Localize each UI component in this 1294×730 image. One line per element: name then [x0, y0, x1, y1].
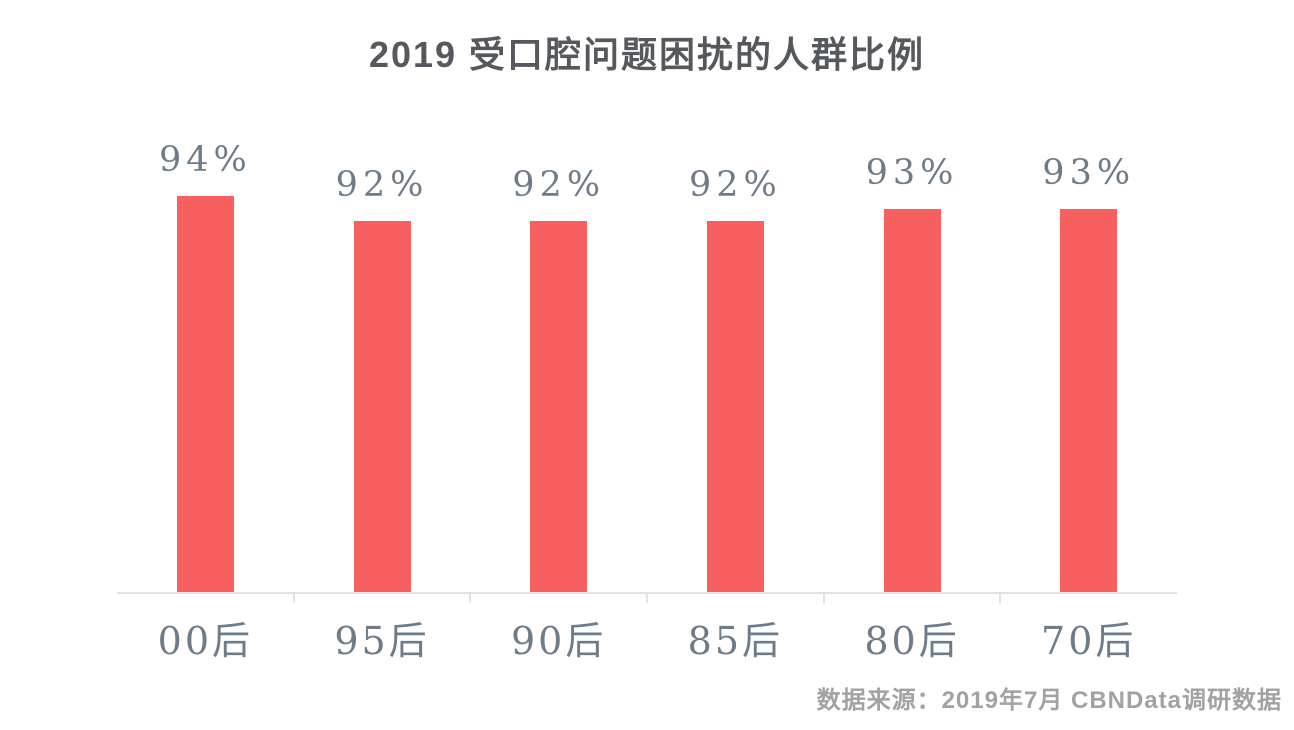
- x-axis-tick: [292, 594, 295, 603]
- category-label: 95后: [334, 619, 430, 663]
- category-label: 90后: [511, 619, 607, 663]
- x-axis-tick: [646, 594, 648, 603]
- x-axis-tick: [822, 594, 825, 603]
- bar: [706, 220, 764, 592]
- bar-value-label: 92%: [512, 164, 606, 205]
- bar-value-label: 92%: [335, 164, 429, 205]
- bar-column: 94%: [117, 122, 294, 592]
- x-axis-line: [117, 592, 1177, 603]
- category-axis: 00后 95后 90后 85后 80后 70后: [117, 610, 1177, 665]
- bar-value-label: 93%: [865, 152, 959, 193]
- bar-column: 93%: [824, 122, 1001, 592]
- source-note: 数据来源：2019年7月 CBNData调研数据: [816, 687, 1282, 714]
- bar: [530, 220, 588, 592]
- bar: [353, 220, 411, 592]
- category-label: 85后: [687, 619, 784, 663]
- category-label: 80后: [864, 619, 960, 663]
- chart-area: 94% 92% 92% 92% 93% 93% 00后 95后 90后 85后 80后 70后: [117, 122, 1177, 665]
- bar: [176, 196, 234, 592]
- bar-value-label: 94%: [158, 140, 252, 181]
- plot-area: 94% 92% 92% 92% 93% 93%: [117, 122, 1177, 592]
- bar-column: 92%: [294, 122, 471, 592]
- bar-value-label: 93%: [1042, 152, 1136, 193]
- bar: [883, 208, 941, 592]
- x-axis-tick: [999, 594, 1002, 603]
- category-label: 00后: [157, 619, 254, 663]
- bar: [1060, 208, 1118, 592]
- bar-value-label: 92%: [688, 164, 782, 205]
- bar-column: 93%: [1000, 122, 1177, 592]
- x-axis-tick: [469, 594, 472, 603]
- chart-title: 2019 受口腔问题困扰的人群比例: [368, 34, 926, 75]
- bar-column: 92%: [470, 122, 647, 592]
- bar-column: 92%: [647, 122, 824, 592]
- category-label: 70后: [1041, 619, 1137, 663]
